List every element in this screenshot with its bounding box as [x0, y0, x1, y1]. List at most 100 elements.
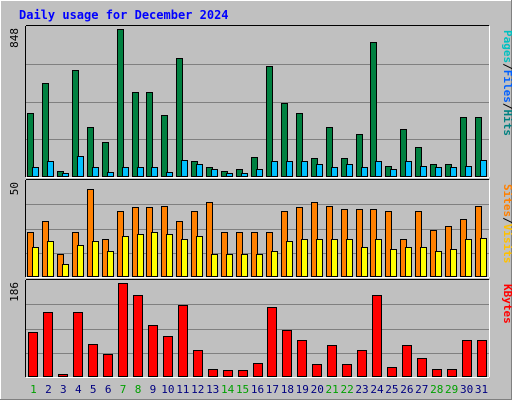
- bar-hits-day-26: [400, 129, 407, 177]
- x-tick-label-day-28: 28: [430, 383, 443, 396]
- bar-files-day-3: [62, 173, 69, 177]
- bar-sites-day-13: [211, 254, 218, 277]
- x-tick-label-day-19: 19: [296, 383, 309, 396]
- x-tick-label-day-21: 21: [326, 383, 339, 396]
- bar-hits-day-2: [42, 83, 49, 177]
- bar-sites-day-24: [375, 239, 382, 277]
- bar-files-day-11: [181, 160, 188, 177]
- legend-text-visits: Visits: [501, 224, 512, 264]
- x-tick-label-day-7: 7: [120, 383, 127, 396]
- bar-kbytes-day-19: [297, 340, 307, 377]
- bar-kbytes-day-1: [28, 332, 38, 377]
- x-tick-label-day-13: 13: [206, 383, 219, 396]
- x-tick-label-day-8: 8: [135, 383, 142, 396]
- bar-hits-day-21: [326, 127, 333, 177]
- x-tick-label-day-12: 12: [191, 383, 204, 396]
- legend-text-slash: /: [501, 103, 512, 110]
- bar-files-day-6: [107, 172, 114, 177]
- x-tick-label-day-11: 11: [176, 383, 189, 396]
- x-tick-label-day-9: 9: [150, 383, 157, 396]
- bar-hits-day-19: [296, 113, 303, 177]
- panel-1-legend-label: Pages/Files/Hits: [501, 30, 512, 136]
- bar-hits-day-24: [370, 42, 377, 177]
- panel-2-ymax-label: 50: [8, 182, 21, 195]
- bar-sites-day-26: [405, 247, 412, 277]
- bar-hits-day-9: [146, 92, 153, 177]
- bar-kbytes-day-31: [477, 340, 487, 377]
- bar-files-day-14: [226, 173, 233, 177]
- bar-kbytes-day-30: [462, 340, 472, 377]
- bar-kbytes-day-9: [148, 325, 158, 377]
- bar-sites-day-6: [107, 251, 114, 277]
- bar-hits-day-31: [475, 117, 482, 177]
- bar-files-day-23: [361, 167, 368, 177]
- bar-files-day-25: [390, 169, 397, 177]
- bar-sites-day-12: [196, 236, 203, 277]
- legend-text-slash: /: [501, 217, 512, 224]
- bar-sites-day-10: [166, 234, 173, 277]
- legend-text-slash: /: [501, 63, 512, 70]
- x-tick-label-day-6: 6: [105, 383, 112, 396]
- x-tick-label-day-23: 23: [355, 383, 368, 396]
- bar-files-day-18: [286, 161, 293, 177]
- bar-kbytes-day-5: [88, 344, 98, 377]
- bar-visits-day-13: [206, 202, 213, 277]
- bar-hits-day-23: [356, 134, 363, 177]
- bar-hits-day-16: [251, 157, 258, 177]
- bar-files-day-28: [435, 167, 442, 177]
- x-tick-label-day-30: 30: [460, 383, 473, 396]
- x-tick-label-day-31: 31: [475, 383, 488, 396]
- bar-sites-day-30: [465, 239, 472, 277]
- bar-kbytes-day-28: [432, 369, 442, 377]
- bar-files-day-15: [241, 173, 248, 177]
- panel-2-legend-label: Sites/Visits: [501, 184, 512, 264]
- bar-files-day-8: [137, 167, 144, 177]
- bar-files-day-31: [480, 160, 487, 177]
- bar-kbytes-day-24: [372, 295, 382, 377]
- x-tick-label-day-14: 14: [221, 383, 235, 396]
- bar-kbytes-day-15: [238, 370, 248, 377]
- bar-files-day-26: [405, 161, 412, 177]
- bar-sites-day-3: [62, 264, 69, 277]
- panel-3-legend-label: KBytes: [501, 284, 512, 324]
- bar-sites-day-28: [435, 251, 442, 277]
- bar-sites-day-21: [331, 239, 338, 277]
- x-tick-label-day-20: 20: [311, 383, 324, 396]
- chart-title: Daily usage for December 2024: [19, 8, 229, 22]
- bar-sites-day-1: [32, 247, 39, 277]
- bar-files-day-19: [301, 161, 308, 177]
- x-tick-label-day-29: 29: [445, 383, 458, 396]
- x-tick-label-day-22: 22: [340, 383, 353, 396]
- legend-text-sites: Sites: [501, 184, 512, 217]
- bar-kbytes-day-2: [43, 312, 53, 377]
- bar-sites-day-20: [316, 239, 323, 277]
- bar-sites-day-15: [241, 254, 248, 277]
- x-tick-label-day-10: 10: [161, 383, 174, 396]
- bar-kbytes-day-16: [253, 363, 263, 377]
- bar-files-day-17: [271, 161, 278, 177]
- bar-kbytes-day-12: [193, 350, 203, 377]
- bar-hits-day-7: [117, 29, 124, 177]
- x-tick-label-day-4: 4: [75, 383, 82, 396]
- bar-kbytes-day-8: [133, 295, 143, 377]
- panel-3-ymax-label: 186: [8, 282, 21, 302]
- bar-sites-day-27: [420, 247, 427, 277]
- legend-text-hits: Hits: [501, 110, 512, 137]
- x-tick-label-day-1: 1: [30, 383, 37, 396]
- bar-hits-day-8: [132, 92, 139, 177]
- x-tick-label-day-15: 15: [236, 383, 249, 396]
- bar-sites-day-5: [92, 241, 99, 277]
- bar-kbytes-day-7: [118, 283, 128, 377]
- bar-sites-day-8: [137, 234, 144, 277]
- bar-visits-day-25: [385, 211, 392, 277]
- bar-hits-day-11: [176, 58, 183, 177]
- panel-1-ymax-label: 848: [8, 28, 21, 48]
- bar-files-day-30: [465, 166, 472, 177]
- bar-hits-day-18: [281, 103, 288, 177]
- legend-text-kbytes: KBytes: [501, 284, 512, 324]
- bar-sites-day-2: [47, 241, 54, 277]
- bar-sites-day-17: [271, 251, 278, 277]
- bar-hits-day-30: [460, 117, 467, 177]
